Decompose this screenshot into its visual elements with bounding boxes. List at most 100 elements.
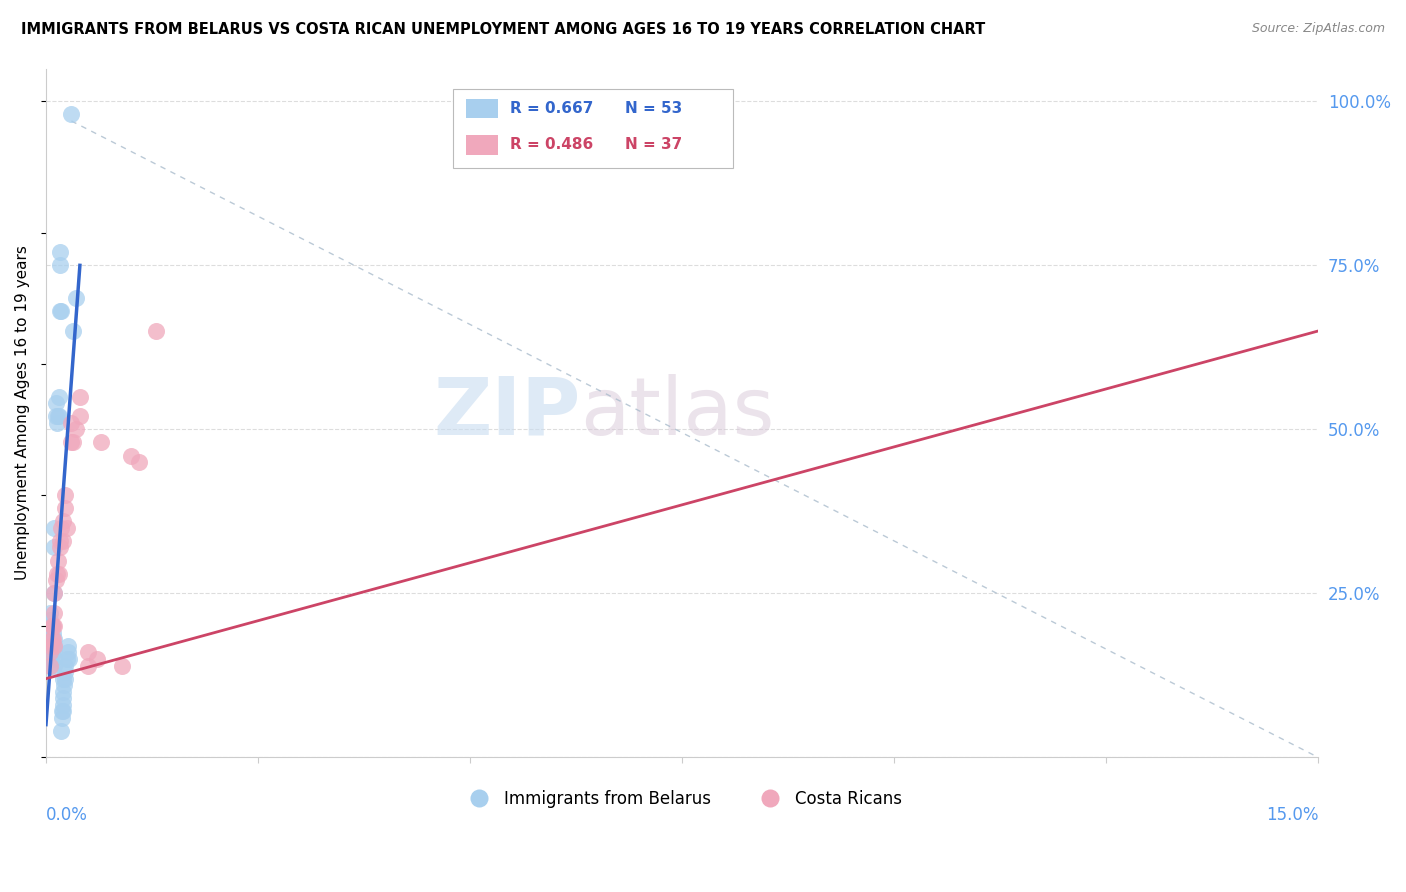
Point	[49, 304, 72, 318]
Point	[56, 645, 79, 659]
Text: R = 0.486: R = 0.486	[510, 137, 593, 153]
Point	[42, 639, 65, 653]
Text: atlas: atlas	[581, 374, 775, 452]
Point	[45, 396, 67, 410]
Point	[62, 435, 84, 450]
Point	[60, 435, 83, 450]
Point	[52, 698, 75, 712]
Y-axis label: Unemployment Among Ages 16 to 19 years: Unemployment Among Ages 16 to 19 years	[15, 245, 30, 581]
Point	[51, 705, 73, 719]
Point	[53, 658, 76, 673]
Point	[52, 705, 75, 719]
Point	[46, 566, 69, 581]
Point	[39, 606, 62, 620]
Point	[45, 574, 67, 588]
Point	[41, 632, 63, 647]
Text: N = 37: N = 37	[624, 137, 682, 153]
Point	[39, 645, 62, 659]
Point	[39, 639, 62, 653]
Point	[51, 724, 73, 739]
Point	[51, 711, 73, 725]
Point	[42, 619, 65, 633]
Point	[53, 665, 76, 679]
Point	[60, 416, 83, 430]
Text: 0.0%: 0.0%	[46, 805, 87, 823]
Point	[56, 521, 79, 535]
Bar	[465, 99, 498, 118]
Point	[39, 613, 62, 627]
Point	[44, 586, 66, 600]
Point	[58, 652, 80, 666]
Point	[46, 553, 69, 567]
Point	[41, 619, 63, 633]
Point	[39, 632, 62, 647]
Point	[41, 632, 63, 647]
Point	[48, 541, 70, 555]
Point	[48, 566, 70, 581]
Point	[44, 586, 66, 600]
Point	[128, 455, 150, 469]
Text: R = 0.667: R = 0.667	[510, 101, 593, 116]
Point	[44, 541, 66, 555]
Point	[39, 619, 62, 633]
Point	[46, 409, 69, 424]
Point	[51, 304, 73, 318]
Point	[42, 658, 65, 673]
Point	[42, 632, 65, 647]
Point	[120, 449, 142, 463]
Point	[39, 652, 62, 666]
Point	[39, 645, 62, 659]
Point	[48, 390, 70, 404]
Text: N = 53: N = 53	[624, 101, 682, 116]
Point	[51, 521, 73, 535]
Point	[53, 501, 76, 516]
Point	[65, 291, 87, 305]
Point	[52, 691, 75, 706]
Point	[48, 245, 70, 260]
Text: ZIP: ZIP	[433, 374, 581, 452]
Point	[39, 625, 62, 640]
Point	[48, 409, 70, 424]
Point	[69, 409, 91, 424]
Point	[62, 324, 84, 338]
Point	[44, 606, 66, 620]
Point	[60, 107, 83, 121]
Legend: Immigrants from Belarus, Costa Ricans: Immigrants from Belarus, Costa Ricans	[456, 783, 908, 814]
Point	[52, 533, 75, 548]
Text: IMMIGRANTS FROM BELARUS VS COSTA RICAN UNEMPLOYMENT AMONG AGES 16 TO 19 YEARS CO: IMMIGRANTS FROM BELARUS VS COSTA RICAN U…	[21, 22, 986, 37]
Bar	[465, 136, 498, 154]
Point	[77, 658, 100, 673]
Point	[56, 652, 79, 666]
Point	[48, 258, 70, 272]
Point	[52, 685, 75, 699]
Point	[145, 324, 167, 338]
Point	[41, 645, 63, 659]
Point	[39, 658, 62, 673]
Point	[44, 639, 66, 653]
Text: 15.0%: 15.0%	[1265, 805, 1319, 823]
Point	[56, 639, 79, 653]
Point	[46, 416, 69, 430]
Point	[111, 658, 134, 673]
Point	[77, 645, 100, 659]
Point	[42, 639, 65, 653]
Point	[42, 645, 65, 659]
Point	[65, 422, 87, 436]
Point	[42, 625, 65, 640]
Point	[44, 521, 66, 535]
Point	[69, 390, 91, 404]
Point	[44, 652, 66, 666]
Point	[39, 619, 62, 633]
Point	[42, 632, 65, 647]
Point	[44, 619, 66, 633]
Point	[52, 672, 75, 686]
Point	[52, 514, 75, 528]
Text: Source: ZipAtlas.com: Source: ZipAtlas.com	[1251, 22, 1385, 36]
Point	[90, 435, 112, 450]
Point	[52, 678, 75, 692]
Point	[39, 658, 62, 673]
Point	[86, 652, 108, 666]
FancyBboxPatch shape	[453, 89, 733, 169]
Point	[55, 672, 77, 686]
Point	[39, 639, 62, 653]
